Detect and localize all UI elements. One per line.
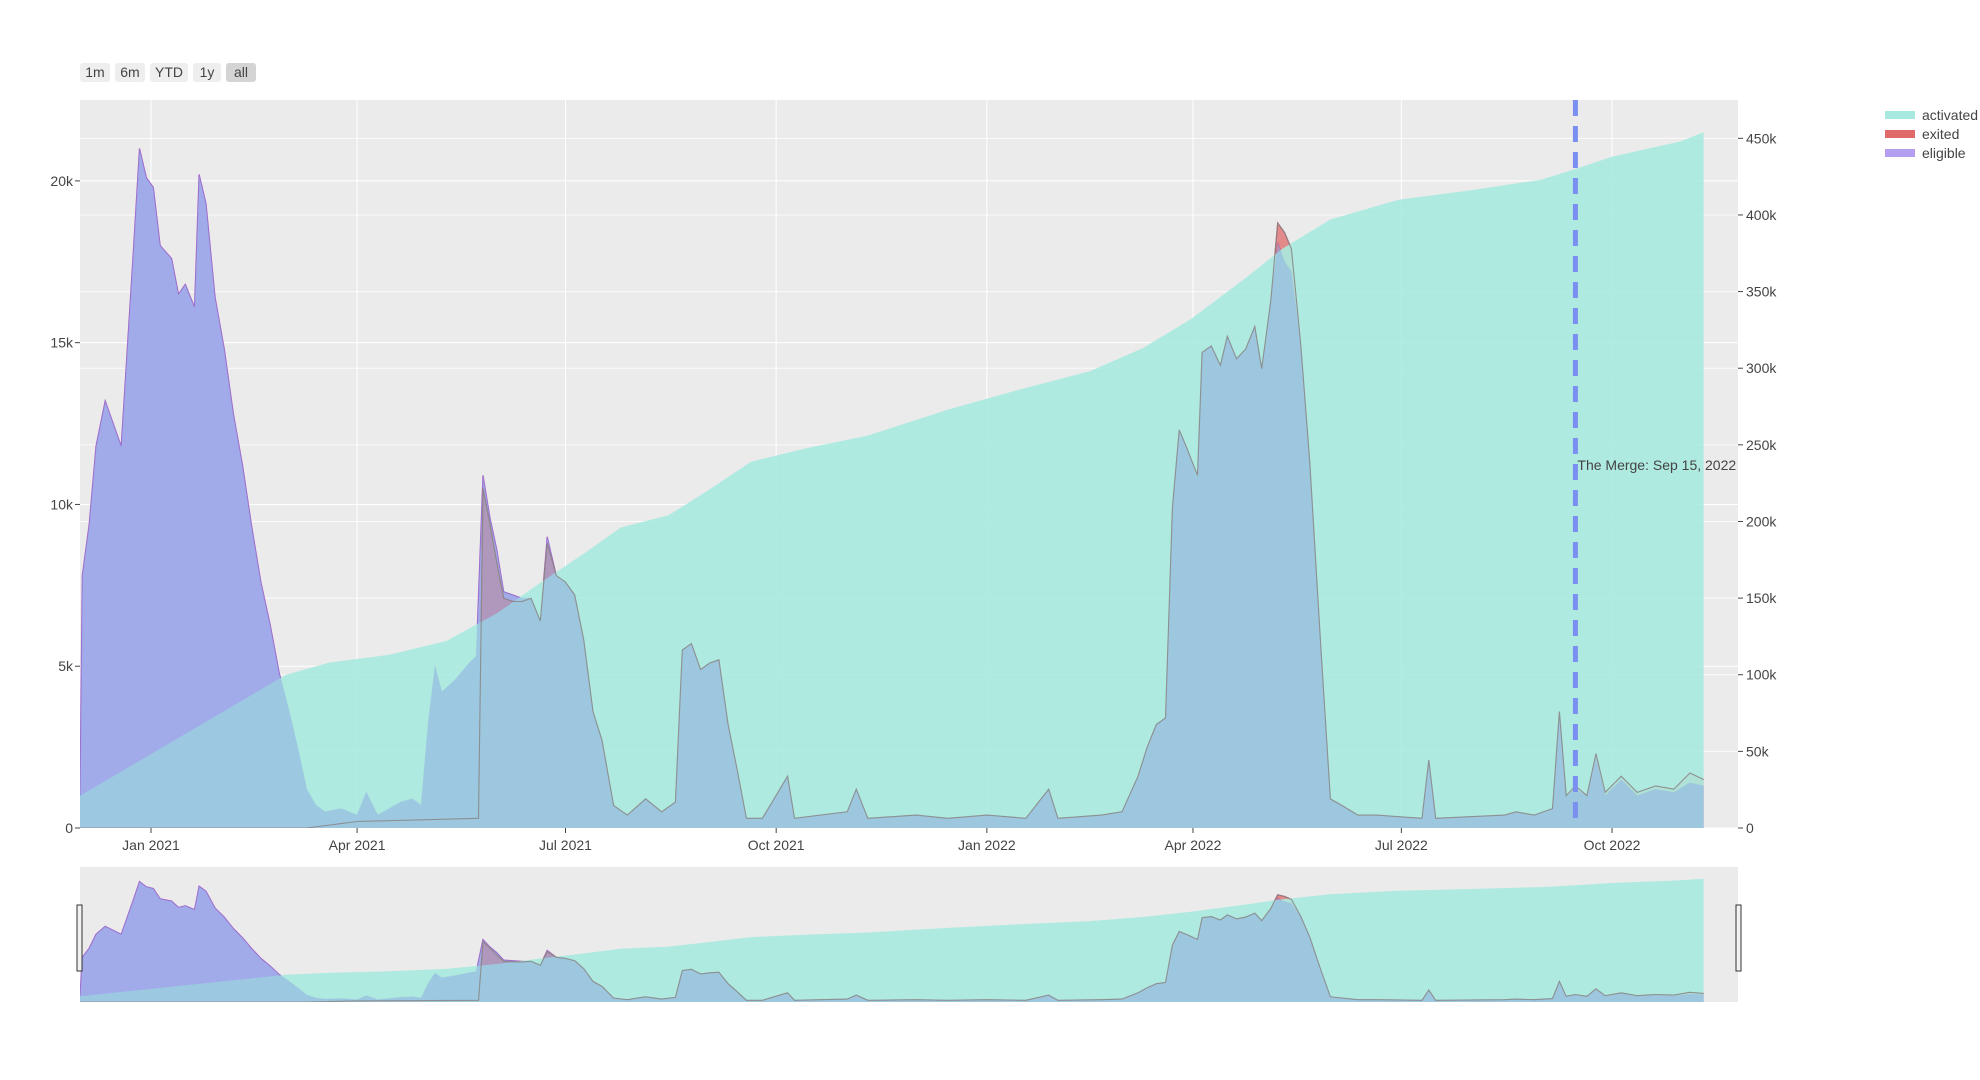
range-button-6m[interactable]: 6m [115,63,145,82]
y-right-tick-label: 300k [1746,360,1777,376]
exited-outline [80,221,1704,828]
y-axis-left: 0 5k 10k 15k 20k [50,173,80,836]
range-button-label: 1m [85,64,104,80]
x-tick-label: Oct 2021 [748,837,805,853]
legend-item-exited[interactable]: exited [1885,126,1959,142]
legend-item-activated[interactable]: activated [1885,107,1978,123]
range-button-label: 6m [120,64,139,80]
y-right-tick-label: 50k [1746,743,1770,759]
y-left-tick-label: 15k [50,335,74,351]
y-right-tick-label: 100k [1746,667,1777,683]
range-button-bg [226,63,256,82]
y-right-tick-label: 200k [1746,513,1777,529]
range-button-bg [193,63,221,82]
range-button-1m[interactable]: 1m [80,63,110,82]
overlap-area [80,148,1704,828]
x-tick-label: Oct 2022 [1584,837,1641,853]
range-button-all[interactable]: all [226,63,256,82]
x-tick-label: Jul 2021 [539,837,592,853]
range-slider-left-handle[interactable] [76,904,83,972]
y-left-tick-label: 5k [58,658,74,674]
y-right-tick-label: 250k [1746,437,1777,453]
x-tick-label: Jan 2022 [958,837,1016,853]
exited-outline [80,894,1704,1002]
y-right-tick-label: 450k [1746,130,1777,146]
range-button-bg [115,63,145,82]
range-button-bg [150,63,188,82]
y-axis-right: 0 50k 100k 150k 200k 250k 300k 350k 400k 450k [1738,130,1777,836]
legend-swatch [1885,111,1915,119]
range-slider-right-handle[interactable] [1735,904,1742,972]
range-button-bg [80,63,110,82]
x-tick-label: Apr 2021 [329,837,386,853]
range-selector: 1m 6m YTD 1y all [80,63,256,82]
range-button-label: all [234,64,248,80]
overlap-area [80,881,1704,1002]
plot-series [80,132,1704,828]
legend-swatch [1885,130,1915,138]
y-left-tick-label: 0 [65,820,73,836]
x-tick-label: Jul 2022 [1375,837,1428,853]
x-axis: Jan 2021 Apr 2021 Jul 2021 Oct 2021 Jan 2022… [122,828,1641,853]
legend-swatch [1885,149,1915,157]
range-button-label: 1y [200,64,215,80]
y-left-tick-label: 20k [50,173,74,189]
legend-item-eligible[interactable]: eligible [1885,145,1966,161]
range-button-1y[interactable]: 1y [193,63,221,82]
legend-label: eligible [1922,145,1966,161]
y-right-tick-label: 350k [1746,284,1777,300]
legend-label: activated [1922,107,1978,123]
y-right-tick-label: 400k [1746,207,1777,223]
y-right-tick-label: 0 [1746,820,1754,836]
range-button-label: YTD [155,64,183,80]
legend-label: exited [1922,126,1959,142]
range-button-ytd[interactable]: YTD [150,63,188,82]
range-slider-series [80,878,1704,1002]
x-tick-label: Jan 2021 [122,837,180,853]
legend: activated exited eligible [1885,107,1978,161]
x-tick-label: Apr 2022 [1165,837,1222,853]
merge-annotation-label: The Merge: Sep 15, 2022 [1577,457,1736,473]
y-right-tick-label: 150k [1746,590,1777,606]
y-left-tick-label: 10k [50,496,74,512]
